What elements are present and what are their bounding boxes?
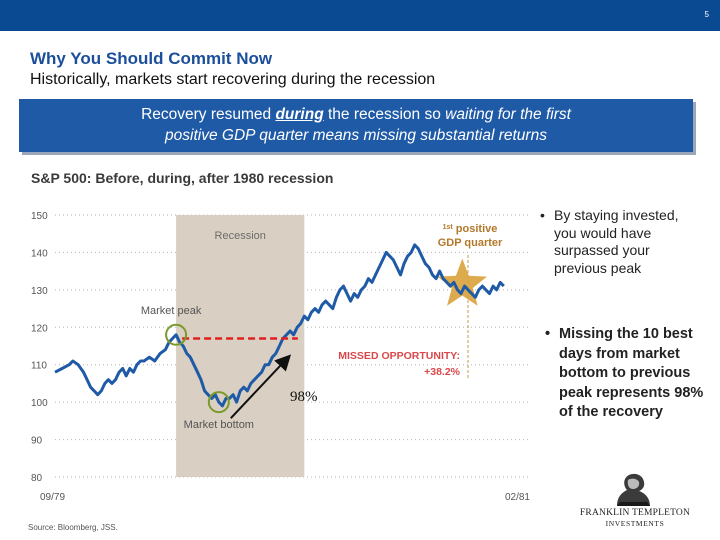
- sp500-series-line: [54, 243, 505, 408]
- franklin-portrait-icon: [617, 473, 650, 506]
- bullet-text: Missing the 10 best days from market bot…: [559, 326, 704, 420]
- gdp-label-line1: positive: [453, 223, 498, 235]
- axis-ticks: 80 90 100 110 120 130 140 150 09/79 02/81: [31, 211, 530, 503]
- y-tick-label: 140: [31, 248, 48, 259]
- page-number: 5: [704, 10, 709, 19]
- first-positive-gdp-label: 1st positive: [443, 223, 498, 235]
- banner-line-1: Recovery resumed during the recession so…: [19, 104, 693, 125]
- bullet-stay-invested: • By staying invested, you would have sur…: [540, 207, 690, 277]
- banner-text-post: the recession so: [323, 106, 446, 123]
- key-message-banner: Recovery resumed during the recession so…: [19, 99, 693, 152]
- x-tick-label: 02/81: [505, 492, 530, 503]
- banner-emphasis: during: [275, 106, 324, 123]
- banner-text-pre: Recovery resumed: [141, 106, 276, 123]
- recovery-percent-label: 98%: [290, 389, 318, 405]
- y-tick-label: 130: [31, 286, 48, 297]
- recession-band: [176, 215, 305, 477]
- source-note: Source: Bloomberg, JSS.: [28, 523, 118, 532]
- market-peak-label: Market peak: [141, 305, 202, 317]
- recession-label: Recession: [215, 230, 266, 242]
- bullet-dot: •: [545, 326, 551, 342]
- y-tick-label: 110: [31, 361, 47, 372]
- y-tick-label: 100: [31, 398, 48, 409]
- banner-text-italic: waiting for the first: [445, 106, 571, 123]
- franklin-templeton-logo: FRANKLIN TEMPLETON INVESTMENTS: [572, 472, 698, 528]
- bullet-text: By staying invested, you would have surp…: [554, 207, 679, 276]
- chart-title: S&P 500: Before, during, after 1980 rece…: [31, 170, 334, 186]
- y-tick-label: 150: [31, 211, 48, 222]
- slide-subtitle: Historically, markets start recovering d…: [30, 71, 436, 88]
- bullet-dot: •: [540, 207, 545, 223]
- y-tick-label: 80: [31, 473, 43, 484]
- first-positive-gdp-label-line2: GDP quarter: [438, 237, 503, 249]
- y-tick-label: 90: [31, 436, 43, 447]
- gdp-label-sup: 1st: [443, 224, 454, 231]
- y-tick-label: 120: [31, 323, 48, 334]
- missed-opportunity-label: MISSED OPPORTUNITY:: [338, 350, 460, 362]
- logo-text-line1: FRANKLIN TEMPLETON: [579, 508, 691, 518]
- recovery-arrow: [230, 354, 292, 419]
- logo-text-line2: INVESTMENTS: [605, 519, 665, 528]
- market-bottom-circle: [207, 391, 230, 414]
- bullet-missing-best-days: • Missing the 10 best days from market bo…: [545, 325, 710, 423]
- top-bar: 5: [0, 0, 720, 31]
- x-tick-label: 09/79: [40, 492, 65, 503]
- market-bottom-label: Market bottom: [184, 419, 254, 431]
- missed-opportunity-value: +38.2%: [424, 366, 461, 378]
- first-positive-gdp-star-icon: [437, 258, 487, 306]
- slide-title: Why You Should Commit Now: [30, 49, 273, 68]
- banner-line-2: positive GDP quarter means missing subst…: [165, 127, 547, 144]
- market-peak-circle: [165, 323, 188, 346]
